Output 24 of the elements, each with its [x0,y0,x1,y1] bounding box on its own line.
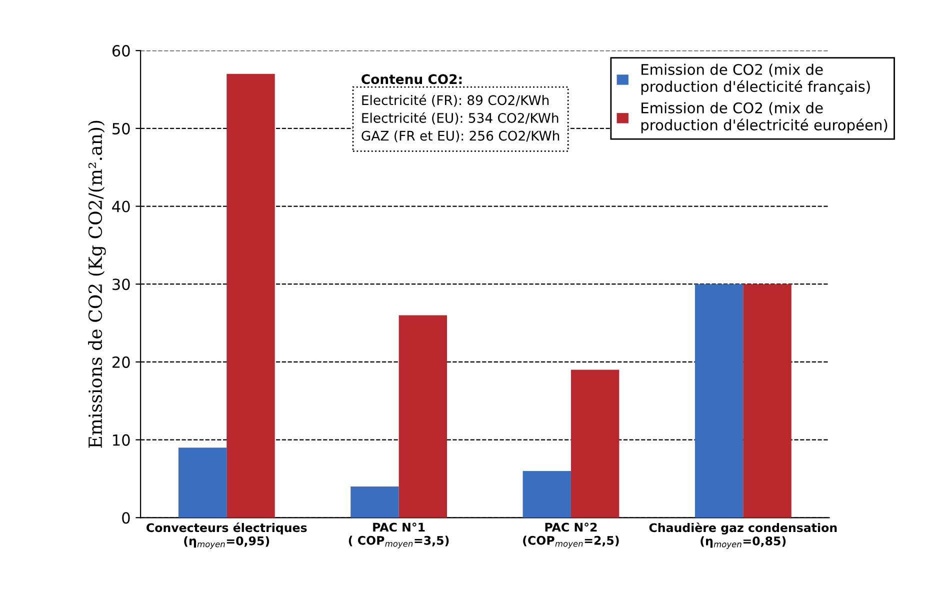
bar [694,284,744,518]
annotation: Contenu CO2: [362,74,462,84]
y-tick-label: 20 [112,356,130,368]
bar [226,74,275,518]
y-axis-title: Emissions de CO2 (Kg CO2/(m².an)) [88,120,106,448]
x-tick-label: PAC N°2 (COP$_{moyen}$=2,5) [523,522,619,548]
y-tick-label: 50 [112,122,130,134]
legend-label: Emission de CO2 (mix de production d'électicité français) [641,64,870,95]
x-tick-label: Chaudière gaz condensation (η$_{moyen}$=0,85) [649,522,837,549]
y-tick-label: 60 [112,45,130,57]
legend-label: Emission de CO2 (mix de production d'électricité européen) [641,102,888,134]
bar [178,448,227,518]
bar [398,315,448,518]
y-tick-label: 40 [112,200,130,212]
y-tick-label: 0 [122,512,130,524]
annotation: Electricité (FR): 89 CO2/KWh Electricité (EU): 534 CO2/KWh GAZ (FR et EU): 256 CO2/KWh [362,94,560,142]
bar [350,486,399,518]
x-tick-label: Convecteurs électriques (η$_{moyen}$=0,95) [146,522,307,549]
y-tick-label: 10 [113,434,130,446]
bar [743,284,792,518]
x-tick-label: PAC N°1 ( COP$_{moyen}$=3,5) [348,522,449,548]
bar [570,370,620,518]
y-tick-label: 30 [112,278,130,290]
bar [522,470,571,518]
